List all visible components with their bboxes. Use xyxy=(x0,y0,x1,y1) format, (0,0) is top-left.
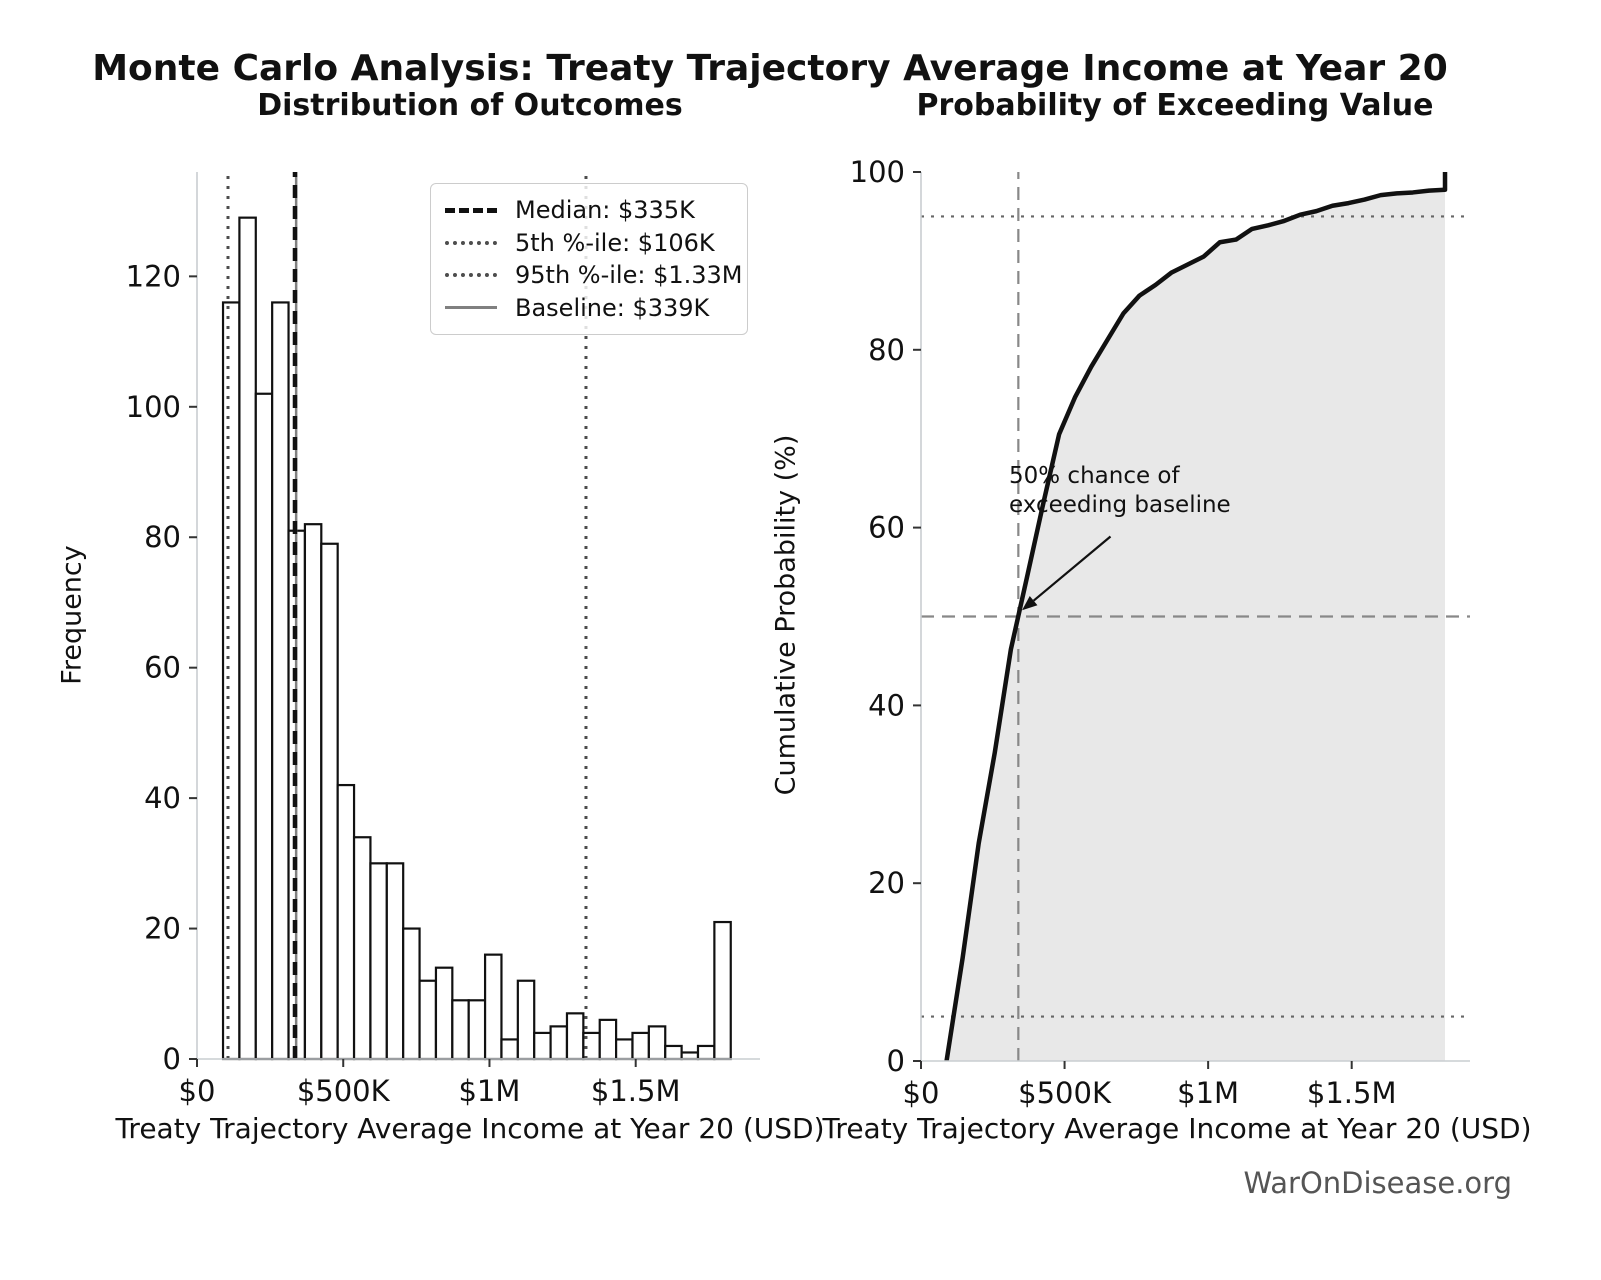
cdf-y-axis-label: Cumulative Probability (%) xyxy=(770,434,802,796)
x-tick-label: $0 xyxy=(179,1074,216,1108)
percentile-95-line-sample xyxy=(445,273,497,278)
y-tick-label: 100 xyxy=(850,155,905,189)
histogram-bar xyxy=(352,836,372,1061)
histogram-bar xyxy=(713,920,732,1061)
histogram-bar xyxy=(565,1012,585,1061)
legend: Median: $335K 5th %-ile: $106K 95th %-il… xyxy=(430,183,748,335)
legend-item-5th-percentile: 5th %-ile: $106K xyxy=(445,227,733,259)
y-tick-label: 60 xyxy=(868,511,905,545)
cdf-annotation-text: 50% chance of exceeding baseline xyxy=(1009,463,1231,518)
y-tick-label: 100 xyxy=(126,390,181,424)
histogram-bar xyxy=(451,999,470,1061)
y-tick-label: 20 xyxy=(144,912,181,946)
legend-label: 95th %-ile: $1.33M xyxy=(515,261,743,290)
legend-item-median: Median: $335K xyxy=(445,194,733,226)
histogram-bar xyxy=(369,862,388,1061)
histogram-bar xyxy=(336,783,356,1061)
histogram-title: Distribution of Outcomes xyxy=(257,88,683,123)
histogram-bar xyxy=(598,1018,618,1061)
x-tick-label: $500K xyxy=(297,1074,391,1108)
annotation-arrow-head xyxy=(1022,596,1038,611)
histogram-bar xyxy=(238,216,257,1061)
median-line-sample xyxy=(445,207,497,213)
histogram-bar xyxy=(418,979,438,1061)
histogram-bar xyxy=(647,1025,667,1061)
histogram-bar xyxy=(467,999,487,1061)
histogram-bar xyxy=(254,392,274,1061)
legend-item-baseline: Baseline: $339K xyxy=(445,292,733,324)
histogram-bar xyxy=(500,1038,519,1061)
x-tick-label: $1M xyxy=(458,1074,520,1108)
x-tick-label: $1M xyxy=(1177,1076,1239,1110)
x-tick-label: $500K xyxy=(1018,1076,1112,1110)
histogram-bar xyxy=(680,1051,700,1061)
histogram-bar xyxy=(271,301,290,1061)
figure-title: Monte Carlo Analysis: Treaty Trajectory … xyxy=(92,48,1448,89)
histogram-bar xyxy=(664,1044,683,1061)
y-tick-label: 40 xyxy=(144,781,181,815)
histogram-bar xyxy=(434,966,454,1061)
legend-label: Baseline: $339K xyxy=(515,293,710,322)
histogram-y-axis-label: Frequency xyxy=(56,545,88,685)
cdf-title: Probability of Exceeding Value xyxy=(916,88,1434,123)
legend-label: 5th %-ile: $106K xyxy=(515,228,715,257)
histogram-bar xyxy=(221,301,241,1061)
histogram-bar xyxy=(516,979,536,1061)
histogram-bar xyxy=(483,953,503,1061)
histogram-bar xyxy=(402,927,421,1061)
annotation-arrow-shaft xyxy=(1032,535,1112,602)
x-tick-label: $1.5M xyxy=(1307,1076,1397,1110)
cdf-curve xyxy=(944,172,1448,1062)
histogram-x-axis-label: Treaty Trajectory Average Income at Year… xyxy=(115,1112,825,1145)
histogram-bar xyxy=(385,862,405,1061)
y-tick-label: 80 xyxy=(144,520,181,554)
x-tick-label: $0 xyxy=(903,1076,940,1110)
y-tick-label: 20 xyxy=(868,866,905,900)
x-tick-label: $1.5M xyxy=(591,1074,681,1108)
histogram-bar xyxy=(533,1031,552,1061)
watermark: WarOnDisease.org xyxy=(1243,1166,1512,1200)
histogram-bar xyxy=(549,1025,569,1061)
histogram-bar xyxy=(631,1031,650,1061)
y-tick-label: 60 xyxy=(144,651,181,685)
histogram-bar xyxy=(696,1044,716,1061)
legend-item-95th-percentile: 95th %-ile: $1.33M xyxy=(445,259,742,291)
baseline-line-sample xyxy=(445,306,497,310)
y-tick-label: 80 xyxy=(868,333,905,367)
histogram-bar xyxy=(615,1038,634,1061)
y-tick-label: 40 xyxy=(868,688,905,722)
histogram-bar xyxy=(320,542,339,1061)
legend-label: Median: $335K xyxy=(515,196,695,224)
percentile-5-line-sample xyxy=(445,240,497,245)
y-tick-label: 0 xyxy=(163,1042,181,1076)
histogram-bar xyxy=(303,523,323,1061)
y-tick-label: 0 xyxy=(887,1044,905,1078)
y-tick-label: 120 xyxy=(126,259,181,293)
cdf-x-axis-label: Treaty Trajectory Average Income at Year… xyxy=(822,1112,1532,1145)
